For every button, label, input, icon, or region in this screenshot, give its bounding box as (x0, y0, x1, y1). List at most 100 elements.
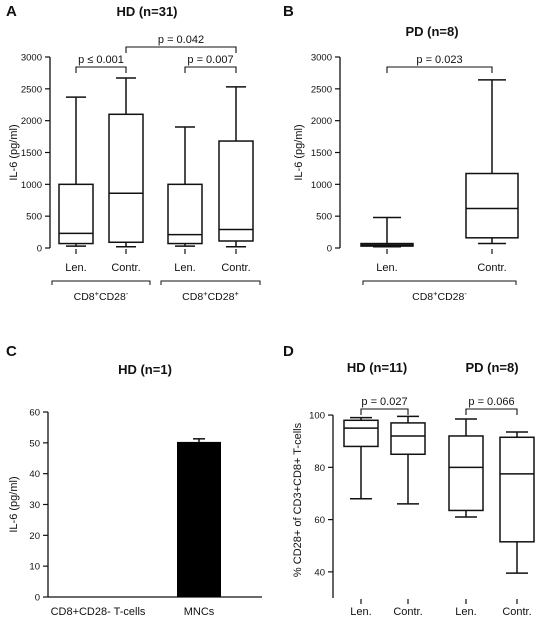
x-category-label: Len. (455, 606, 476, 618)
group-label-part: CD28 (99, 291, 126, 303)
x-category-label: Contr. (477, 262, 506, 274)
group-bracket-line (51, 280, 151, 285)
panel-c-letter: C (6, 343, 17, 360)
x-category-label: Contr. (111, 262, 140, 274)
group-label-part: CD8 (412, 291, 433, 303)
panel-b-title: PD (n=8) (405, 24, 458, 39)
x-category-label: Contr. (393, 606, 422, 618)
p-value-label: p = 0.007 (187, 54, 233, 66)
group-label-part: + (203, 289, 208, 298)
panel-b: B PD (n=8) 0 500 1000 1500 2000 2500 3000 IL-6 … (283, 3, 519, 304)
x-category-label: Contr. (221, 262, 250, 274)
y-tick-label: 2000 (311, 116, 332, 127)
y-tick-label: 20 (29, 531, 40, 542)
y-tick-label: 100 (309, 411, 325, 422)
group-label-part: CD28 (438, 291, 465, 303)
group-bracket-line (160, 280, 261, 285)
group-label-part: + (433, 289, 438, 298)
group-label-part: - (126, 289, 129, 298)
y-tick-label: 1000 (311, 180, 332, 191)
panel-c-title: HD (n=1) (118, 362, 172, 377)
y-tick-label: 500 (316, 212, 332, 223)
panel-d-title-hd: HD (n=11) (347, 360, 407, 375)
group-label: CD8+CD28+ (182, 289, 239, 304)
group-label: CD8+CD28- (74, 289, 129, 304)
panel-a-letter: A (6, 3, 17, 20)
y-tick-label: 30 (29, 500, 40, 511)
y-tick-label: 40 (314, 567, 325, 578)
group-label: CD8+CD28- (412, 289, 467, 304)
panel-a-title: HD (n=31) (116, 4, 177, 19)
y-tick-label: 500 (26, 212, 42, 223)
bracket-line (75, 66, 127, 73)
y-tick-label: 0 (35, 593, 40, 604)
bracket-line (465, 408, 518, 415)
p-value-label: p = 0.042 (158, 34, 204, 46)
iqr-box (108, 113, 144, 244)
box-plot (218, 86, 254, 248)
group-bracket: CD8+CD28- (51, 280, 151, 304)
iqr-box (499, 436, 535, 543)
box-plot (58, 96, 94, 247)
group-bracket: CD8+CD28- (362, 280, 517, 304)
bracket-line (125, 46, 237, 53)
box-plot (465, 79, 519, 245)
box-plot (499, 431, 535, 574)
y-tick-label: 10 (29, 562, 40, 573)
p-value-label: p = 0.023 (416, 54, 462, 66)
y-tick-label: 3000 (311, 53, 332, 64)
panel-d: D HD (n=11) PD (n=8) 40 60 80 100 % CD28+ of… (283, 343, 535, 618)
iqr-box (448, 435, 484, 512)
y-tick-label: 60 (314, 515, 325, 526)
panel-a: A HD (n=31) 0 500 1000 1500 2000 2500 3000 IL-6… (6, 3, 261, 304)
panel-b-letter: B (283, 3, 294, 20)
bracket-line (360, 408, 409, 415)
y-tick-label: 2500 (311, 84, 332, 95)
y-tick-label: 40 (29, 469, 40, 480)
y-tick-label: 80 (314, 463, 325, 474)
iqr-box (167, 183, 203, 245)
p-value-label: p = 0.027 (361, 396, 407, 408)
y-tick-label: 1500 (311, 148, 332, 159)
y-axis-label: % CD28+ of CD3+CD8+ T-cells (292, 422, 304, 577)
y-tick-label: 0 (327, 244, 332, 255)
significance-bracket: p = 0.042 (125, 34, 237, 53)
x-category-label: Len. (350, 606, 371, 618)
box-plot (360, 216, 414, 248)
bar (177, 441, 221, 597)
group-label-part: CD8 (182, 291, 203, 303)
iqr-box (58, 183, 94, 245)
iqr-box (218, 140, 254, 242)
x-category-label: CD8+CD28- T-cells (51, 606, 146, 618)
panel-d-title-pd: PD (n=8) (465, 360, 518, 375)
iqr-box (343, 419, 379, 448)
group-bracket: CD8+CD28+ (160, 280, 261, 304)
y-tick-label: 1500 (21, 148, 42, 159)
panel-c: C HD (n=1) 0 10 20 30 40 50 60 IL-6 (pg/ml) CD8+… (6, 343, 262, 618)
box-plot (108, 77, 144, 248)
iqr-box (390, 422, 426, 456)
y-tick-label: 2000 (21, 116, 42, 127)
box-plot (390, 415, 426, 505)
box-plot (448, 418, 484, 518)
x-category-label: Len. (174, 262, 195, 274)
x-category-label: Contr. (502, 606, 531, 618)
group-label-part: + (95, 289, 100, 298)
y-axis-label: IL-6 (pg/ml) (8, 124, 20, 180)
bracket-line (184, 66, 237, 73)
p-value-label: p = 0.066 (468, 396, 514, 408)
significance-bracket: p = 0.027 (360, 396, 409, 415)
x-category-label: MNCs (184, 606, 215, 618)
y-tick-label: 60 (29, 408, 40, 419)
y-tick-label: 50 (29, 438, 40, 449)
y-tick-label: 3000 (21, 53, 42, 64)
group-bracket-line (362, 280, 517, 285)
bracket-line (386, 66, 493, 73)
panel-d-letter: D (283, 343, 294, 360)
x-category-label: Len. (65, 262, 86, 274)
significance-bracket: p = 0.066 (465, 396, 518, 415)
y-tick-label: 1000 (21, 180, 42, 191)
box-plot (343, 416, 379, 500)
significance-bracket: p ≤ 0.001 (75, 54, 127, 73)
